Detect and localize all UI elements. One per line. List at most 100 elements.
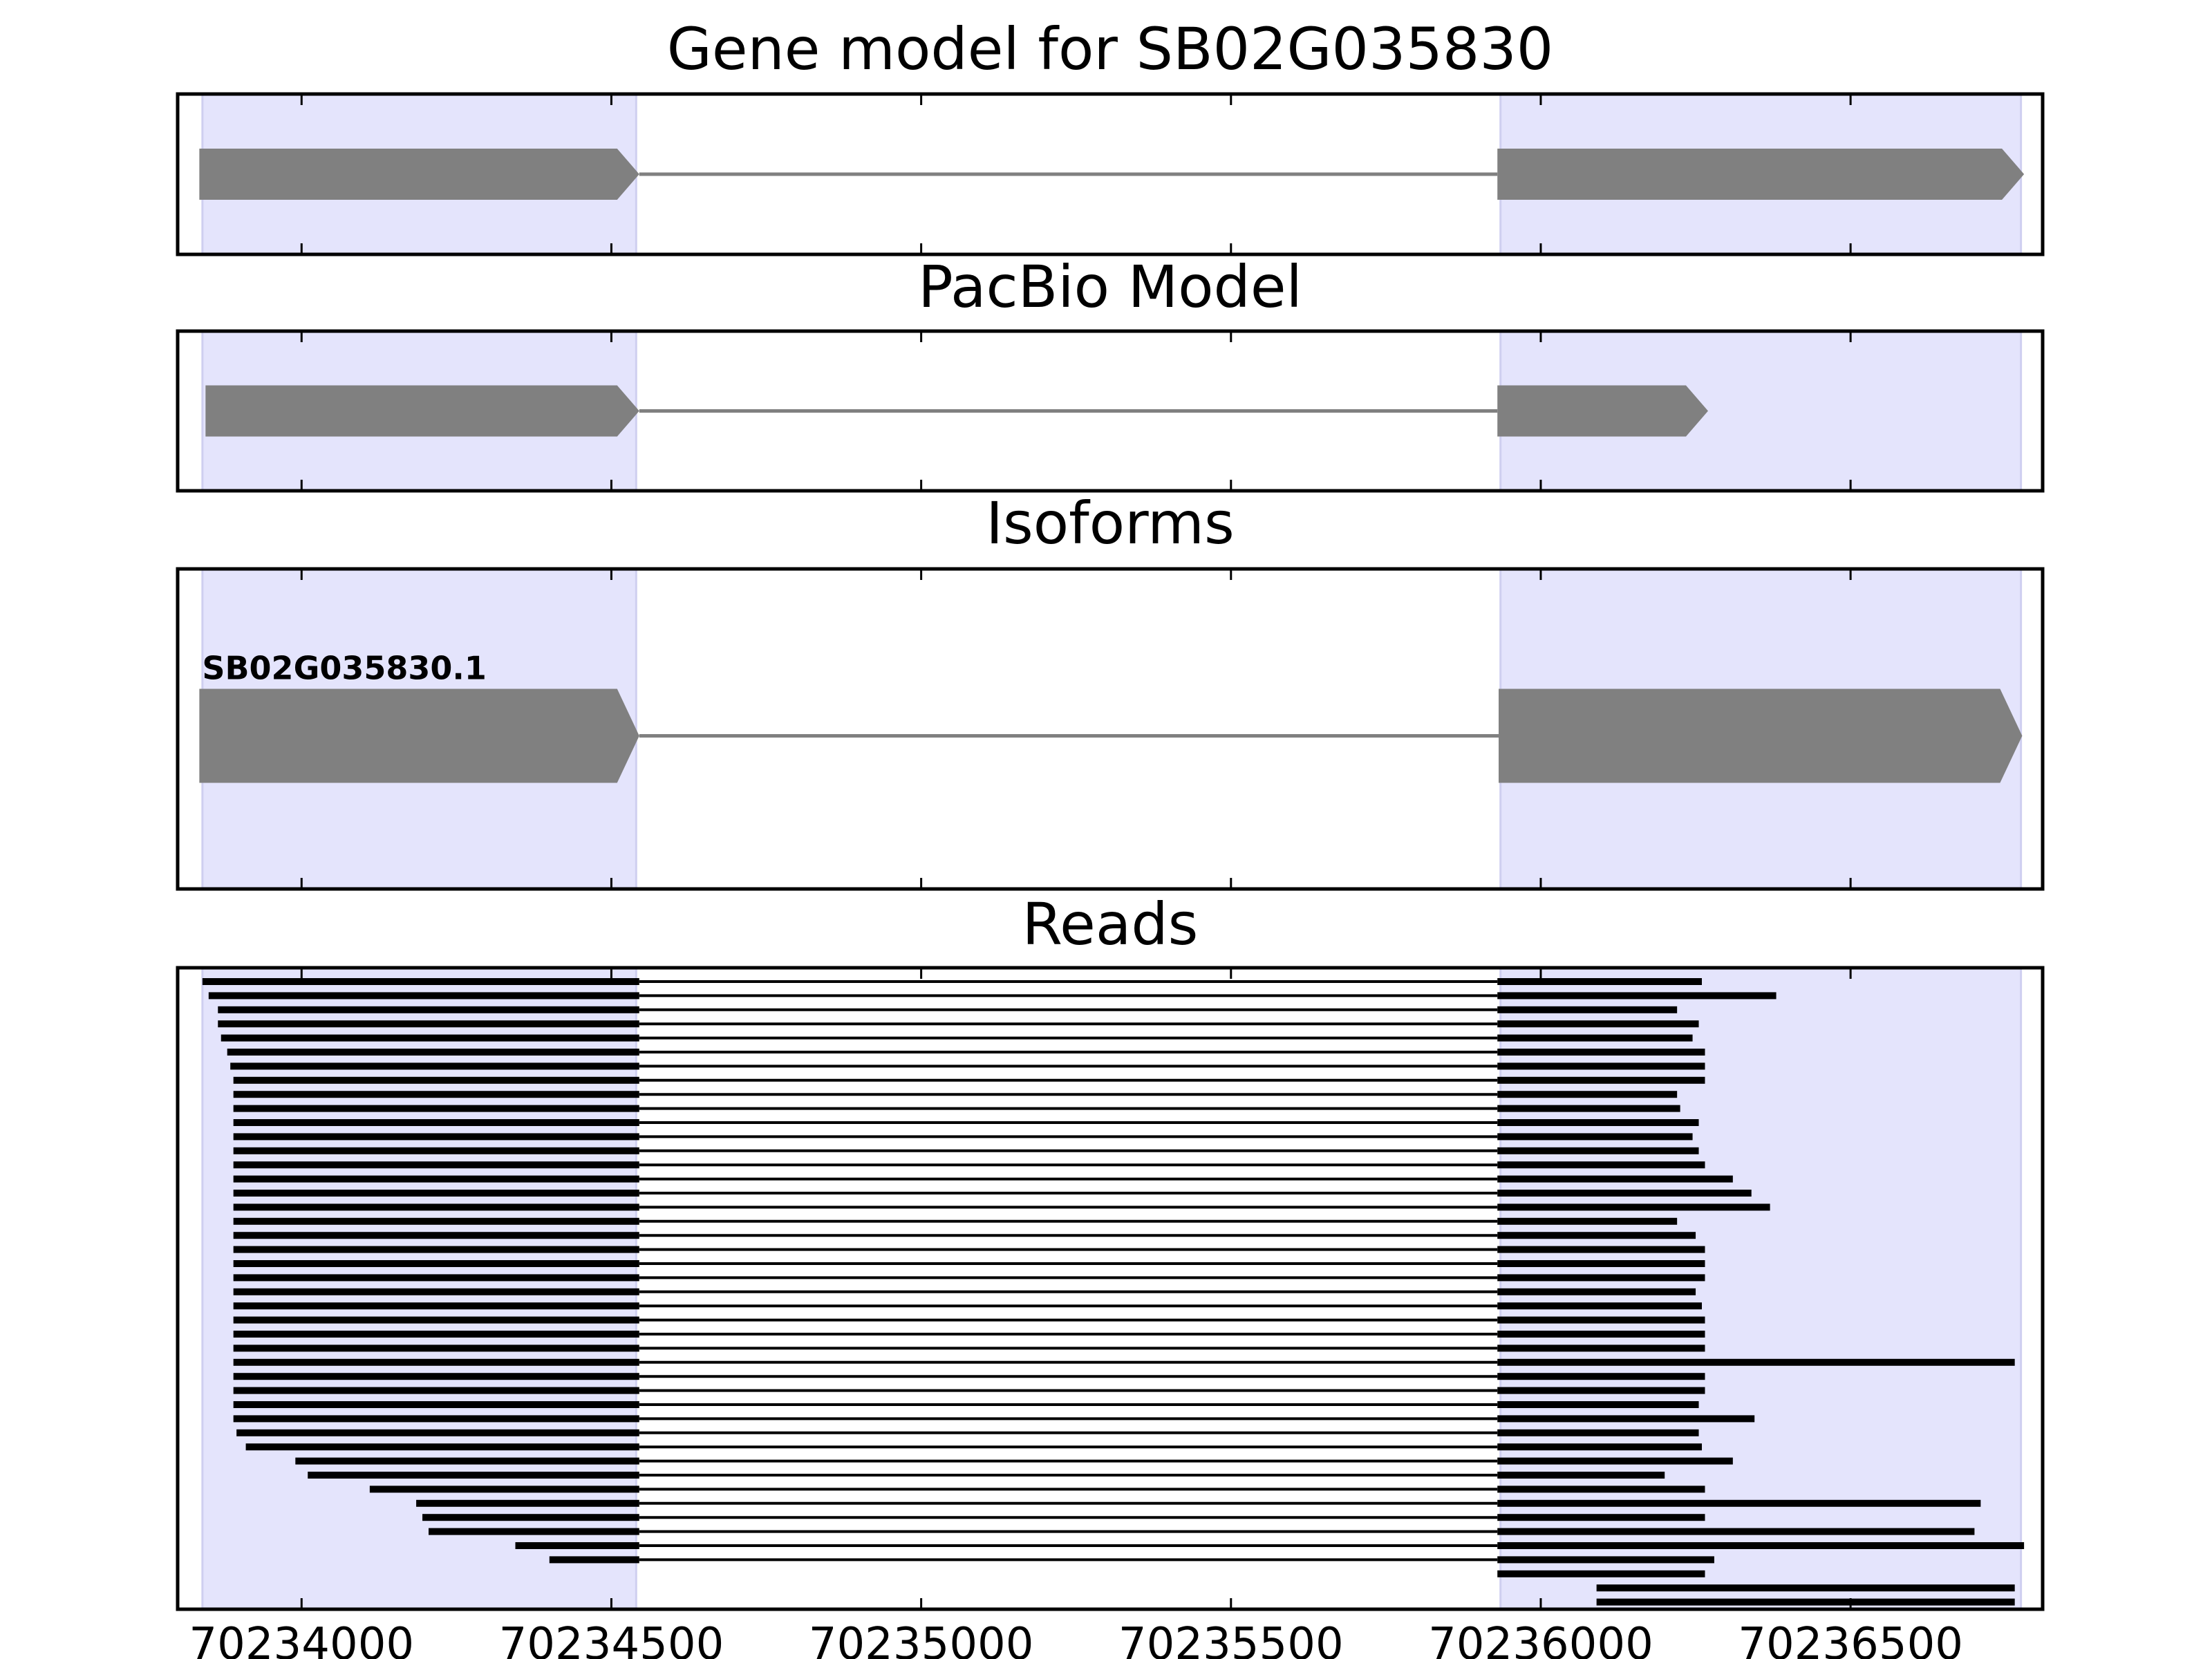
read-block (233, 1203, 639, 1211)
read (1596, 1584, 2015, 1592)
read-block (1497, 1443, 1703, 1451)
read (233, 1401, 1699, 1408)
x-tick-label: 70234000 (189, 1619, 414, 1659)
read-block (308, 1472, 639, 1479)
read-block (233, 1387, 639, 1394)
read (236, 1429, 1699, 1436)
read-block (1497, 1119, 1699, 1126)
read-block (515, 1542, 639, 1549)
read-block (233, 1076, 639, 1084)
read-block (233, 1217, 639, 1225)
read-block (233, 1105, 639, 1112)
read (233, 1331, 1705, 1338)
read-block (1497, 1556, 1714, 1564)
read-block (202, 978, 639, 985)
read-block (233, 1274, 639, 1282)
read (208, 992, 1777, 1000)
read-block (233, 1316, 639, 1324)
read-block (1497, 1485, 1705, 1493)
read-block (233, 1190, 639, 1197)
read-block (1497, 1358, 2015, 1366)
read (233, 1344, 1705, 1352)
panel-title: Gene model for SB02G035830 (667, 15, 1553, 83)
read-block (245, 1443, 639, 1451)
read-block (233, 1232, 639, 1239)
read (549, 1556, 1714, 1564)
panel-frame (176, 966, 2045, 1611)
read-block (233, 1373, 639, 1380)
exon-block (1499, 688, 2023, 783)
read-block (233, 1401, 639, 1408)
read-block (230, 1062, 639, 1070)
read-block (1497, 1415, 1755, 1423)
read-block (1497, 1472, 1665, 1479)
read (233, 1246, 1705, 1253)
read-block (1596, 1584, 2015, 1592)
read (233, 1260, 1705, 1267)
x-tick-label: 70234500 (499, 1619, 724, 1659)
read-block (233, 1331, 639, 1338)
read (233, 1358, 2015, 1366)
read-block (233, 1133, 639, 1141)
read-block (233, 1161, 639, 1169)
read-block (1497, 1062, 1705, 1070)
read-block (1497, 1190, 1752, 1197)
x-tick-label: 70236000 (1428, 1619, 1653, 1659)
read-block (1497, 1105, 1680, 1112)
read (233, 1415, 1755, 1423)
read-block (1497, 1302, 1703, 1310)
read (422, 1514, 1705, 1521)
read-block (233, 1415, 639, 1423)
panel-frame (176, 567, 2045, 891)
panel-3: Reads (176, 890, 2045, 1611)
read (233, 1161, 1705, 1169)
read (233, 1091, 1678, 1098)
read-block (233, 1119, 639, 1126)
read (233, 1288, 1696, 1295)
read-block (233, 1302, 639, 1310)
read-block (549, 1556, 639, 1564)
panel-frame (176, 329, 2045, 493)
read-block (1497, 978, 1703, 985)
x-tick-label: 70235500 (1118, 1619, 1344, 1659)
read (369, 1485, 1705, 1493)
panel-title: PacBio Model (918, 253, 1302, 321)
read-block (1497, 1020, 1699, 1028)
isoform-label: SB02G035830.1 (202, 650, 486, 687)
read (416, 1499, 1981, 1507)
read-block (422, 1514, 639, 1521)
read-block (1497, 1049, 1705, 1056)
read-block (1497, 1203, 1770, 1211)
read-block (1497, 1401, 1699, 1408)
read-block (1497, 1499, 1981, 1507)
read (1596, 1598, 2015, 1606)
read (218, 1020, 1699, 1028)
read (233, 1076, 1705, 1084)
exon-block (1497, 385, 1708, 437)
read-block (1497, 1076, 1705, 1084)
read-block (1497, 1034, 1693, 1042)
exon-block (205, 385, 639, 437)
read-block (1497, 1006, 1678, 1013)
panel-title: Isoforms (986, 489, 1235, 557)
read-block (1497, 1542, 2025, 1549)
read-block (227, 1049, 639, 1056)
exon-block (199, 688, 639, 783)
read-block (1497, 1528, 1975, 1535)
read-block (1497, 992, 1777, 1000)
read-block (1497, 1217, 1678, 1225)
read (233, 1147, 1699, 1154)
read-block (236, 1429, 639, 1436)
read (233, 1316, 1705, 1324)
read-block (233, 1260, 639, 1267)
read-block (1497, 1387, 1705, 1394)
read-block (233, 1358, 639, 1366)
read (308, 1472, 1665, 1479)
read-block (1497, 1260, 1705, 1267)
read-block (1497, 1246, 1705, 1253)
read-block (429, 1528, 639, 1535)
panel-title: Reads (1022, 890, 1199, 958)
read (515, 1542, 2025, 1549)
read (227, 1049, 1705, 1056)
read (233, 1203, 1770, 1211)
